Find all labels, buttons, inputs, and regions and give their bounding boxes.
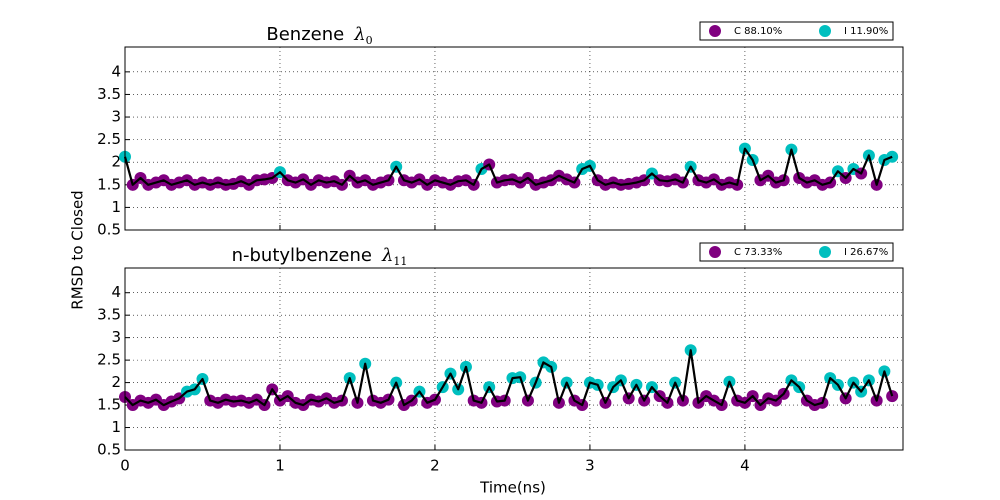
y-tick-label: 3 [111, 108, 121, 126]
series-line [123, 147, 893, 186]
legend-box [699, 242, 894, 262]
plot-frame [124, 46, 904, 231]
y-tick-label: 2 [111, 153, 121, 171]
y-tick-label: 3.5 [97, 85, 121, 103]
x-tick-label: 1 [275, 457, 285, 475]
title-symbol: λ [353, 24, 365, 45]
x-tick-label: 4 [740, 457, 750, 475]
y-tick-label: 0.5 [97, 221, 121, 239]
chart-title: n-butylbenzene λ11 [232, 245, 408, 268]
y-tick-label: 3.5 [97, 306, 121, 324]
legend-marker [819, 25, 831, 37]
y-tick-label: 1 [111, 198, 121, 216]
x-axis-label: Time(ns) [479, 479, 546, 497]
title-subscript: 11 [393, 255, 407, 268]
legend-marker [709, 25, 721, 37]
x-tick-label: 2 [430, 457, 440, 475]
title-text: n-butylbenzene [232, 245, 372, 266]
title-text: Benzene [266, 24, 344, 45]
y-tick-label: 2 [111, 373, 121, 391]
y-tick-label: 0.5 [97, 441, 121, 459]
legend-box [699, 21, 894, 41]
legend-marker [819, 246, 831, 258]
x-tick-label: 0 [120, 457, 130, 475]
y-axis-label: RMSD to Closed [69, 190, 87, 309]
plot-frame [124, 267, 904, 451]
x-tick-label: 3 [585, 457, 595, 475]
y-tick-label: 1.5 [97, 175, 121, 193]
title-subscript: 0 [366, 34, 373, 47]
y-tick-label: 2.5 [97, 351, 121, 369]
y-tick-label: 4 [111, 283, 121, 301]
legend-label: C 88.10% [734, 26, 782, 37]
y-tick-label: 2.5 [97, 130, 121, 148]
title-symbol: λ [381, 245, 393, 266]
series-line [124, 349, 894, 407]
legend-label: I 11.90% [844, 26, 888, 37]
chart-title: Benzene λ0 [266, 24, 372, 47]
y-tick-label: 4 [111, 62, 121, 80]
legend-marker [709, 246, 721, 258]
legend-label: I 26.67% [844, 247, 888, 258]
y-tick-label: 3 [111, 328, 121, 346]
legend-label: C 73.33% [734, 247, 782, 258]
y-tick-label: 1 [111, 418, 121, 436]
y-tick-label: 1.5 [97, 396, 121, 414]
